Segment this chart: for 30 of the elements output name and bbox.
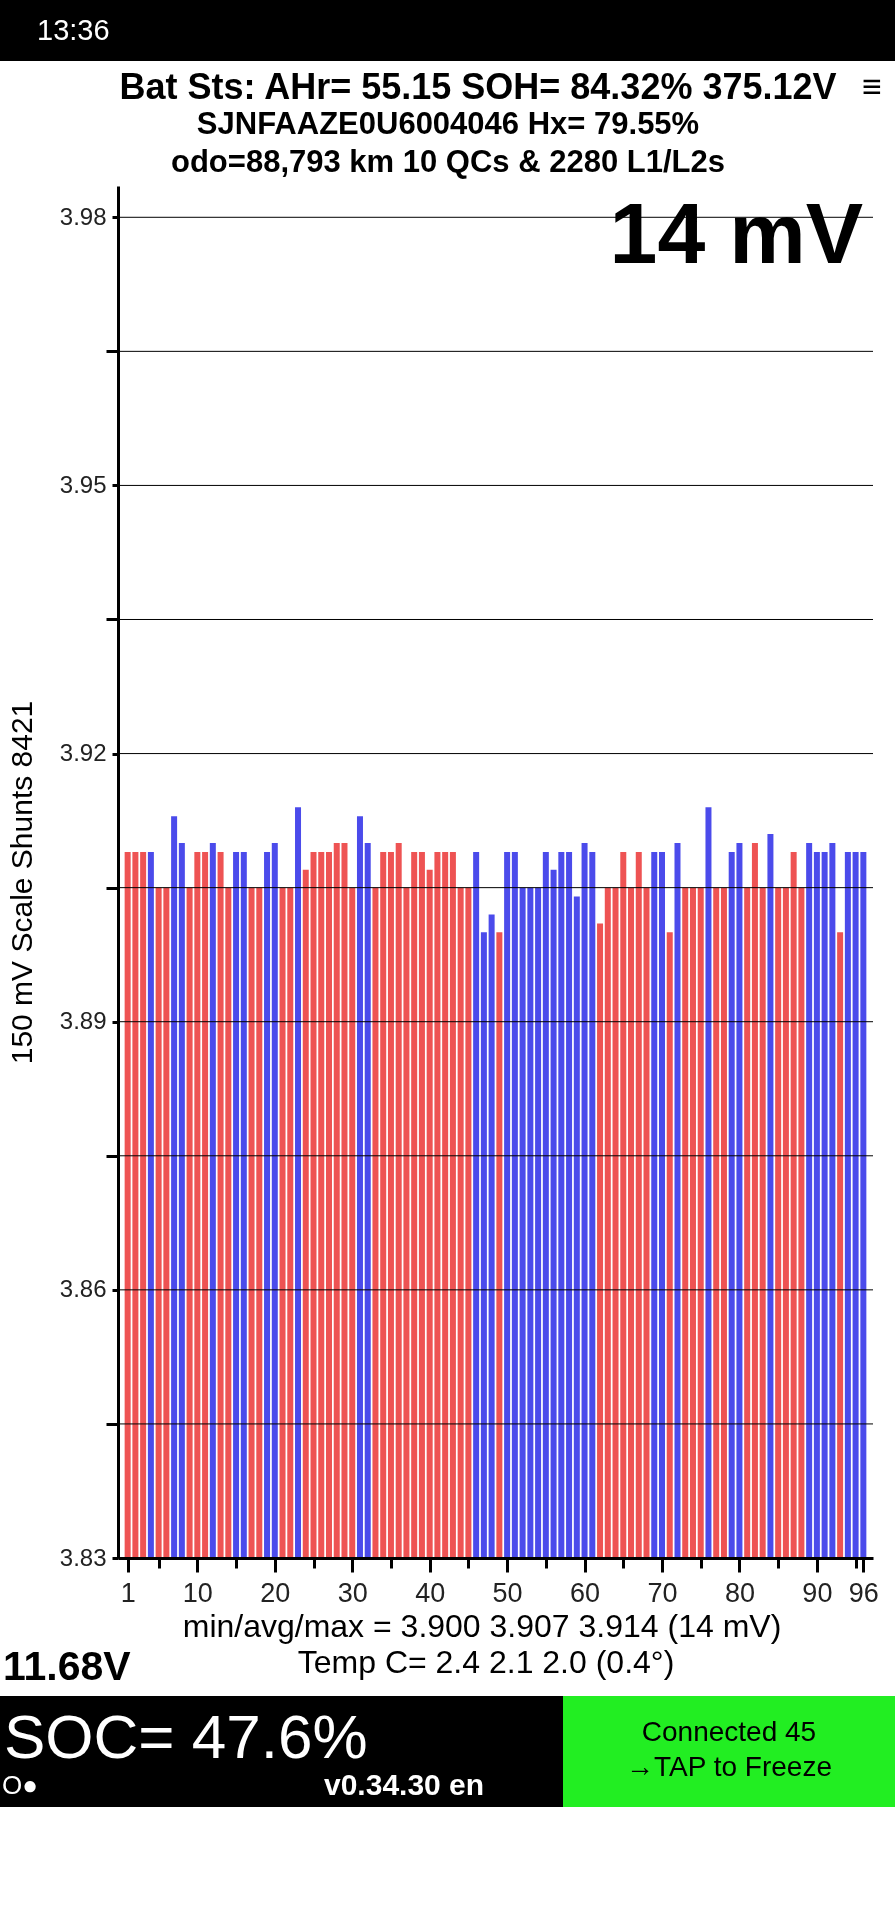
- y-axis-title: 150 mV Scale Shunts 8421: [4, 700, 38, 1065]
- y-tick-label: 3.95: [59, 470, 107, 498]
- x-tick-label: 60: [570, 1577, 601, 1608]
- text: v0.34.30 en: [324, 1768, 485, 1801]
- x-tick-label: 70: [647, 1577, 678, 1608]
- y-tick-label: 3.92: [59, 739, 107, 767]
- text: SOC= 47.6%: [4, 1702, 368, 1771]
- x-tick-label: 10: [182, 1577, 213, 1608]
- x-tick-label: 90: [802, 1577, 833, 1608]
- text: 11.68V: [3, 1643, 132, 1689]
- x-tick-label: 1: [120, 1577, 136, 1608]
- x-tick-label: 20: [260, 1577, 291, 1608]
- text: ≡: [862, 67, 882, 105]
- y-tick-label: 3.89: [59, 1007, 107, 1035]
- text: O●: [2, 1770, 38, 1800]
- text: Connected 45: [641, 1716, 817, 1747]
- y-tick-label: 3.86: [59, 1275, 107, 1303]
- chart-subtitle: SJNFAAZE0U6004046 Hx= 79.55% odo=88,793 km 10 QCs & 2280 L1/L2s: [171, 106, 725, 179]
- x-tick-label: 80: [724, 1577, 755, 1608]
- x-tick-label: 96: [848, 1577, 879, 1608]
- chart-title: Bat Sts: AHr= 55.15 SOH= 84.32% 375.12V: [119, 66, 837, 107]
- y-tick-label: 3.98: [59, 202, 107, 230]
- x-tick-label: 40: [415, 1577, 446, 1608]
- text: 13:36: [37, 14, 110, 46]
- x-tick-label: 30: [337, 1577, 368, 1608]
- y-tick-label: 3.83: [59, 1543, 107, 1571]
- text: min/avg/max = 3.900 3.907 3.914 (14 mV): [182, 1608, 782, 1644]
- text: →TAP to Freeze: [626, 1751, 832, 1782]
- x-tick-label: 50: [492, 1577, 523, 1608]
- text: Temp C= 2.4 2.1 2.0 (0.4°): [297, 1644, 675, 1680]
